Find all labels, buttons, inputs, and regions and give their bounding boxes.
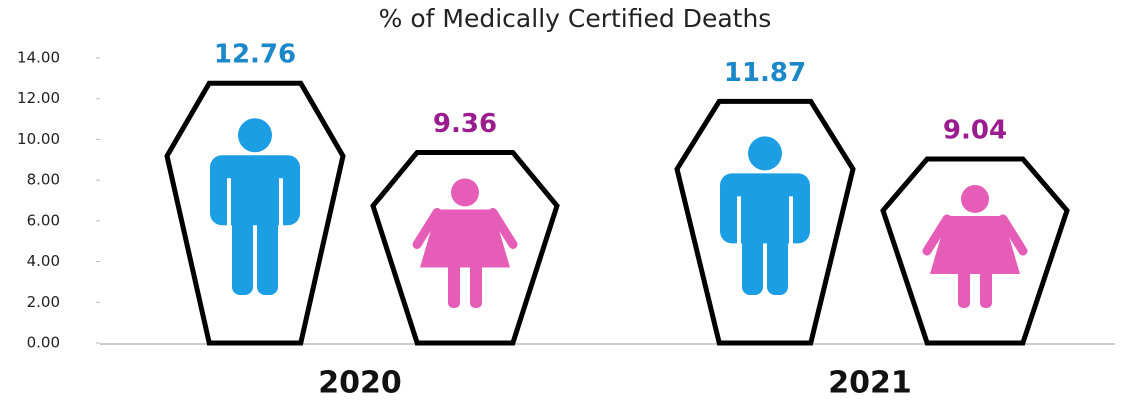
icon-leg — [980, 269, 992, 308]
y-tick-label: 4.00 — [27, 252, 60, 270]
y-tick-label: 10.00 — [17, 130, 60, 148]
coffin-group — [373, 152, 557, 343]
icon-leg — [470, 262, 482, 308]
coffin-group — [677, 101, 853, 343]
y-tick-label: 2.00 — [27, 293, 60, 311]
icon-head — [961, 185, 989, 213]
icon-torso — [720, 173, 810, 243]
chart: % of Medically Certified Deaths 0.00 2.00… — [0, 0, 1121, 400]
value-label: 12.76 — [214, 40, 296, 70]
coffin-group — [167, 83, 343, 343]
icon-leg — [232, 193, 253, 295]
y-tick-label: 14.00 — [17, 49, 60, 67]
value-label: 11.87 — [724, 58, 806, 88]
icon-leg — [257, 193, 278, 295]
icon-torso — [210, 155, 300, 225]
icon-head — [238, 118, 272, 152]
x-tick-label: 2020 — [318, 366, 402, 400]
icon-head — [451, 178, 479, 206]
chart-title: % of Medically Certified Deaths — [379, 4, 772, 33]
icon-leg — [448, 262, 460, 308]
icon-leg — [767, 211, 788, 295]
y-tick-label: 0.00 — [27, 334, 60, 352]
icon-leg — [742, 211, 763, 295]
value-label: 9.36 — [433, 109, 497, 139]
icon-head — [748, 136, 782, 170]
y-tick-label: 8.00 — [27, 171, 60, 189]
y-tick-label: 12.00 — [17, 89, 60, 107]
value-label: 9.04 — [943, 115, 1007, 145]
x-tick-label: 2021 — [828, 366, 912, 400]
coffin-group — [883, 159, 1067, 343]
icon-leg — [958, 269, 970, 308]
y-tick-label: 6.00 — [27, 211, 60, 229]
